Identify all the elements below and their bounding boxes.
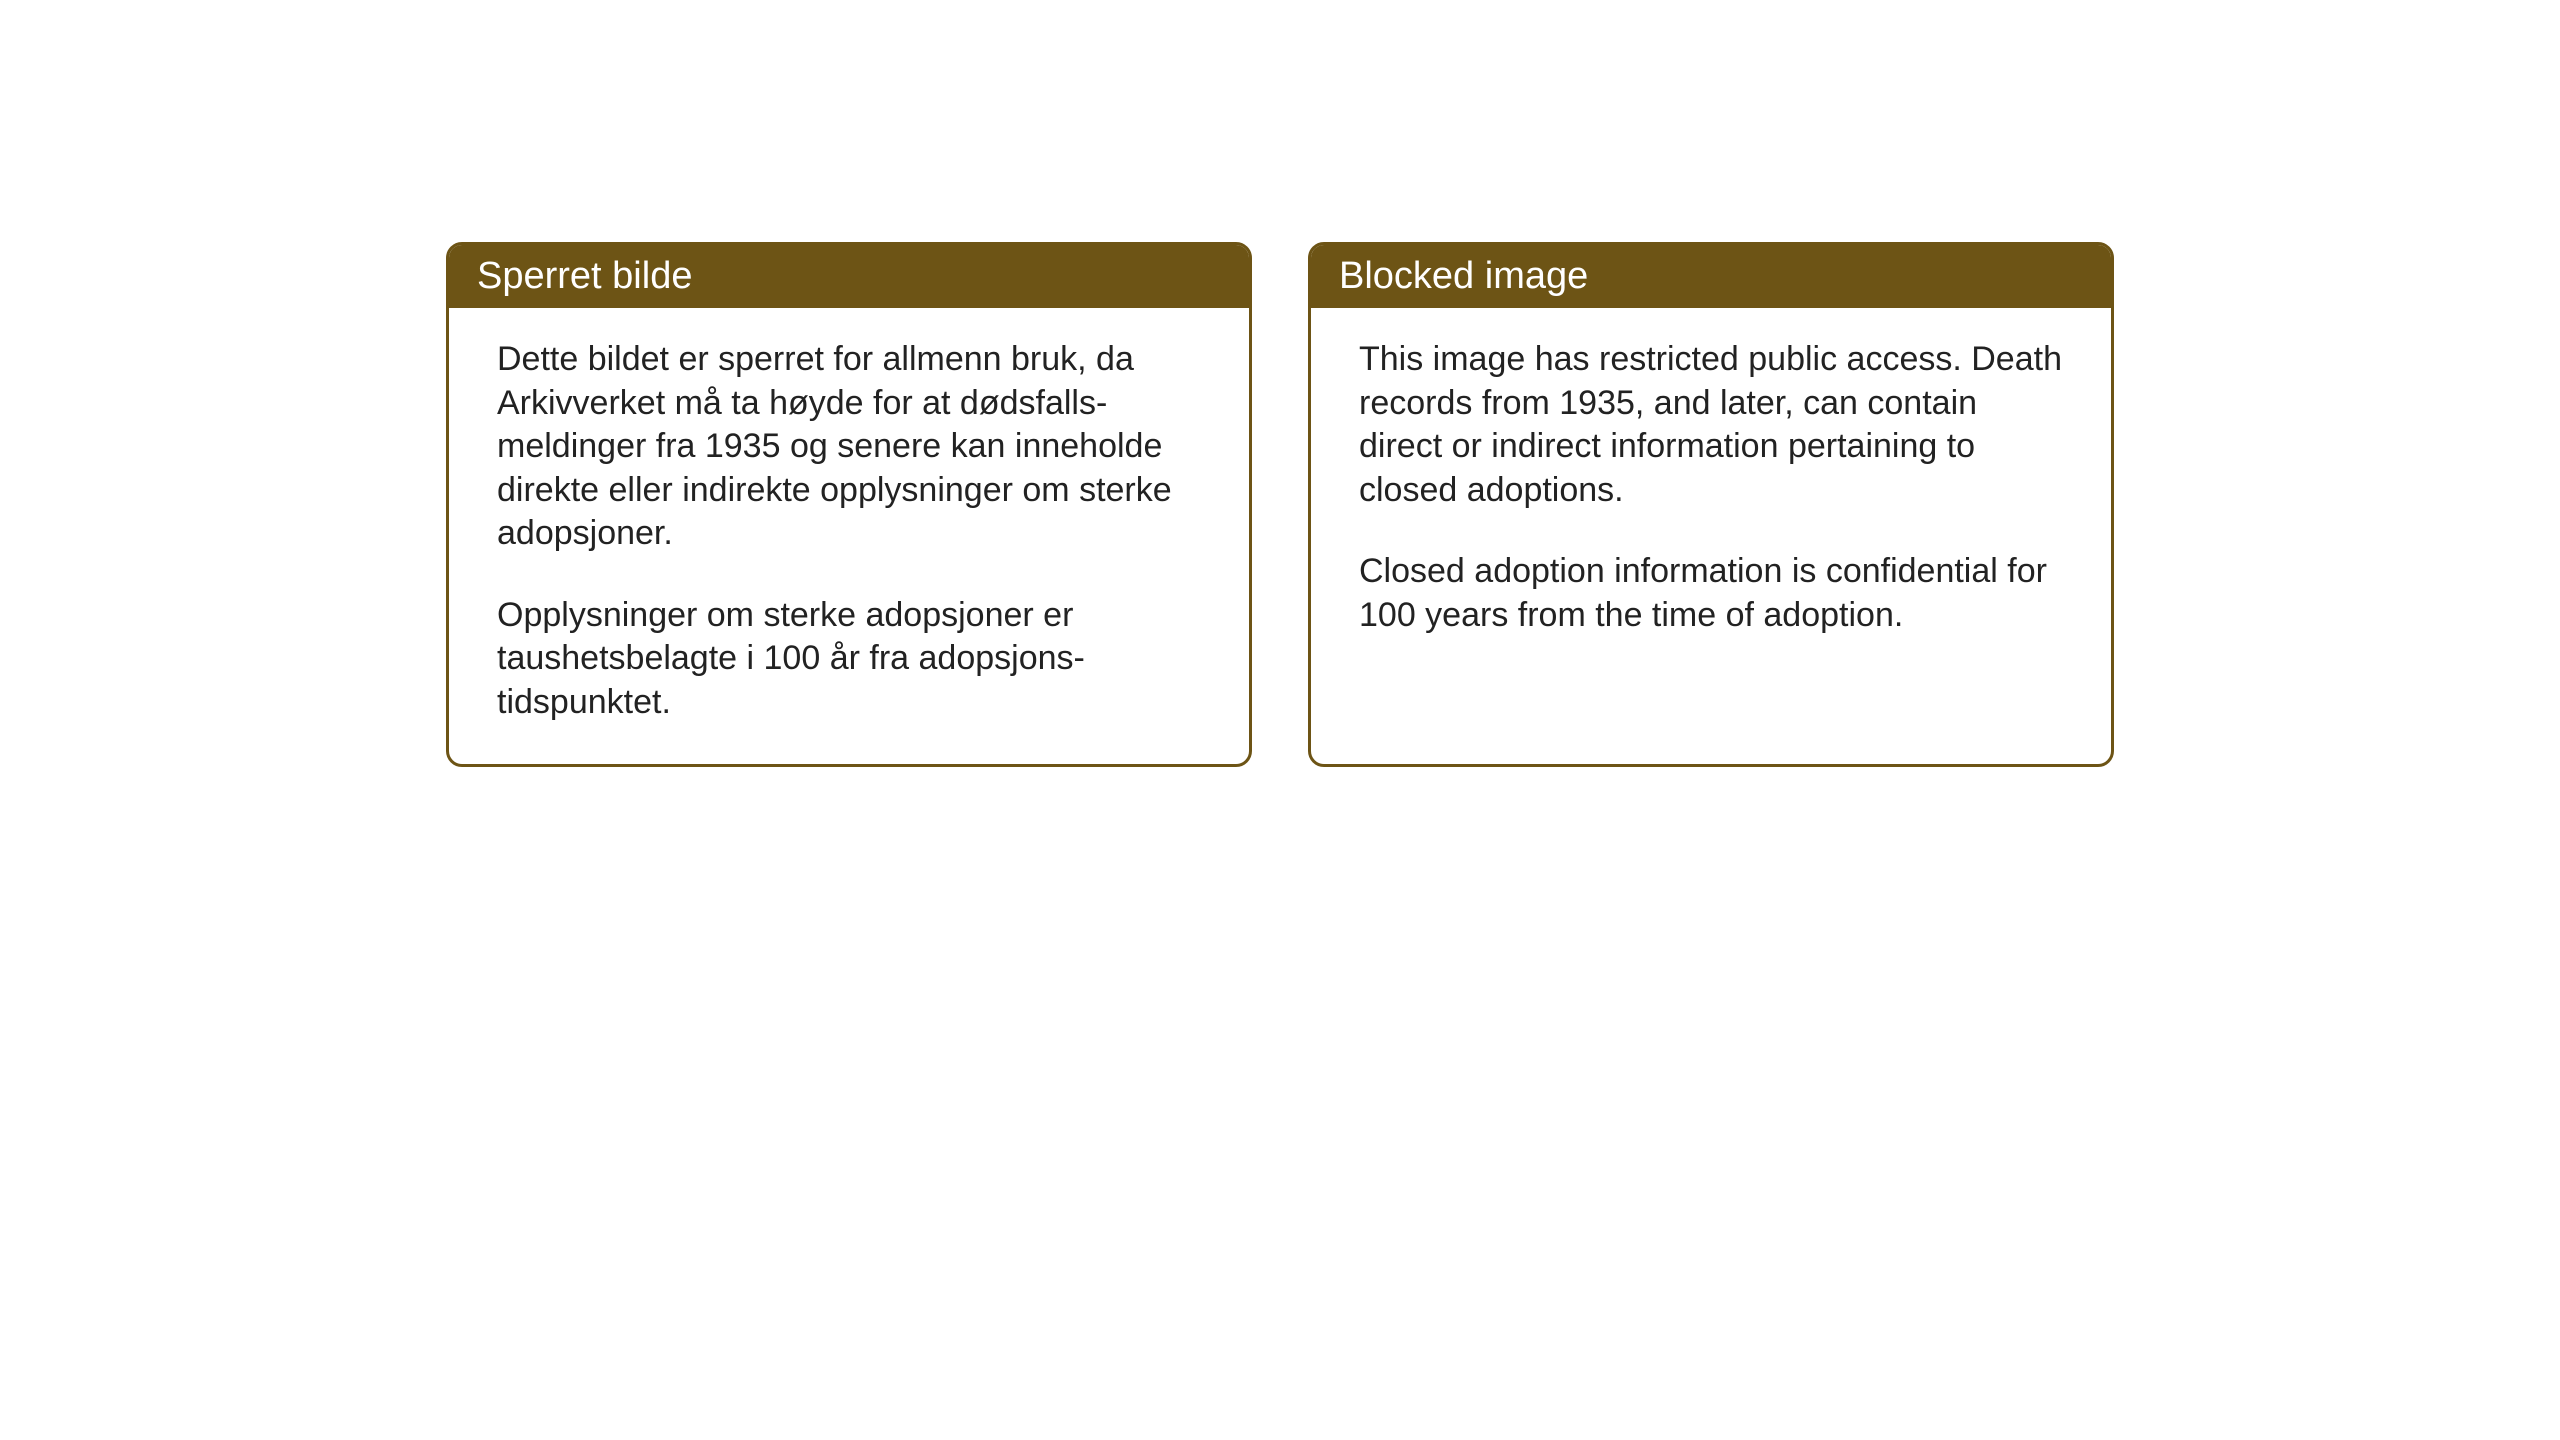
notice-card-norwegian: Sperret bilde Dette bildet er sperret fo… <box>446 242 1252 767</box>
card-paragraph: Opplysninger om sterke adopsjoner er tau… <box>497 594 1201 725</box>
card-paragraph: This image has restricted public access.… <box>1359 338 2063 512</box>
card-title: Sperret bilde <box>477 255 692 297</box>
card-title: Blocked image <box>1339 255 1588 297</box>
card-header-norwegian: Sperret bilde <box>449 245 1249 308</box>
card-header-english: Blocked image <box>1311 245 2111 308</box>
notice-cards-container: Sperret bilde Dette bildet er sperret fo… <box>446 242 2114 767</box>
card-paragraph: Closed adoption information is confident… <box>1359 550 2063 637</box>
notice-card-english: Blocked image This image has restricted … <box>1308 242 2114 767</box>
card-body-english: This image has restricted public access.… <box>1311 308 2111 677</box>
card-paragraph: Dette bildet er sperret for allmenn bruk… <box>497 338 1201 556</box>
card-body-norwegian: Dette bildet er sperret for allmenn bruk… <box>449 308 1249 764</box>
